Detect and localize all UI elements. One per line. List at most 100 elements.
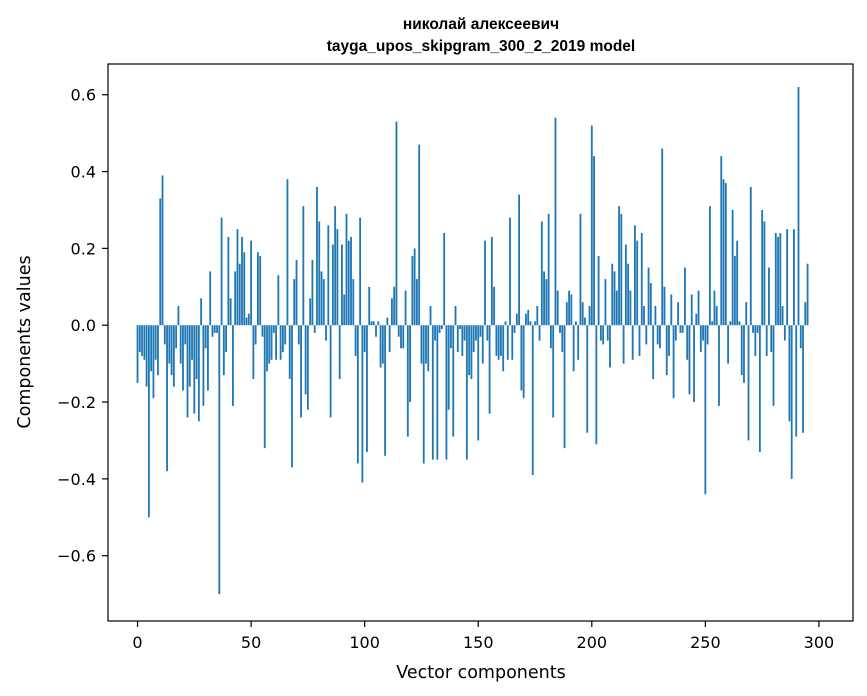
bar [529, 321, 532, 326]
bar [195, 325, 198, 379]
bar [504, 321, 507, 326]
bar [606, 325, 609, 341]
y-tick-label: 0.6 [71, 86, 96, 105]
bar [143, 325, 146, 360]
bar [515, 313, 518, 326]
bar [236, 229, 239, 326]
bar [756, 325, 759, 333]
bar [320, 271, 323, 326]
bar [493, 286, 496, 326]
bar [672, 325, 675, 399]
bar [461, 325, 464, 356]
bar [452, 325, 455, 437]
bar [447, 325, 450, 410]
bar [141, 325, 143, 356]
bar [341, 244, 343, 326]
bar [391, 298, 393, 326]
bar [272, 325, 275, 333]
bar [631, 325, 634, 360]
x-tick-label: 100 [349, 633, 380, 652]
bar [163, 325, 166, 345]
bar [647, 267, 650, 326]
bar [354, 325, 357, 356]
bar [572, 325, 575, 372]
bar [232, 325, 234, 406]
bar [306, 325, 309, 410]
bar [695, 313, 698, 326]
bar [670, 294, 673, 326]
bar [518, 194, 521, 326]
bar [770, 325, 773, 353]
bar [291, 325, 293, 468]
bar [463, 325, 466, 341]
bar [693, 325, 695, 403]
bar [318, 221, 321, 326]
bar [729, 321, 732, 326]
bar [790, 325, 793, 479]
bar [509, 217, 511, 326]
bar [649, 282, 652, 326]
bar [484, 240, 486, 326]
bar [329, 325, 332, 418]
bar [234, 271, 237, 326]
bar [688, 325, 691, 395]
bar [284, 325, 287, 345]
bar [279, 325, 282, 360]
bar [679, 325, 682, 333]
bar [711, 321, 714, 326]
bar [593, 156, 595, 326]
y-axis-label: Components values [15, 255, 35, 428]
bar [207, 325, 209, 391]
bar [204, 325, 207, 349]
bar [227, 236, 230, 326]
bar [804, 302, 807, 326]
bar [177, 306, 180, 326]
bar [443, 233, 446, 326]
bar [722, 179, 725, 326]
bar [184, 325, 187, 345]
bar [300, 325, 302, 418]
bar [602, 325, 605, 345]
bar [450, 325, 452, 349]
bar [802, 325, 804, 433]
bar [193, 325, 196, 414]
bar [268, 325, 271, 364]
bar [665, 325, 668, 376]
x-axis-label: Vector components [396, 663, 565, 683]
bar [261, 325, 264, 337]
y-axis-ticks: −0.6 −0.4 −0.2 0.0 0.2 0.4 0.6 [57, 86, 108, 566]
bar [772, 325, 775, 406]
bar [668, 325, 670, 356]
bar [366, 325, 368, 452]
chart-title-line-2: tayga_upos_skipgram_300_2_2019 model [327, 38, 635, 55]
bar [377, 321, 380, 326]
bar [218, 325, 221, 595]
bar [706, 325, 709, 345]
bar [740, 325, 743, 376]
bar [157, 325, 159, 376]
bar [749, 186, 752, 326]
bar [420, 325, 423, 364]
bar [316, 186, 318, 326]
bar [645, 325, 648, 345]
bar [216, 325, 218, 333]
bar [209, 271, 212, 326]
bar [252, 325, 255, 379]
bar [384, 325, 387, 456]
bar [677, 302, 680, 326]
x-tick-label: 300 [804, 633, 835, 652]
bar [584, 317, 586, 326]
bar [166, 325, 168, 472]
bar [386, 317, 389, 326]
bar [372, 321, 375, 326]
bar [145, 325, 148, 387]
bar [359, 217, 362, 326]
bar [783, 325, 786, 341]
bar [477, 325, 480, 441]
bar [245, 317, 248, 326]
bar [652, 325, 655, 379]
bar [266, 325, 268, 372]
bar [220, 217, 223, 326]
bar [686, 325, 689, 360]
